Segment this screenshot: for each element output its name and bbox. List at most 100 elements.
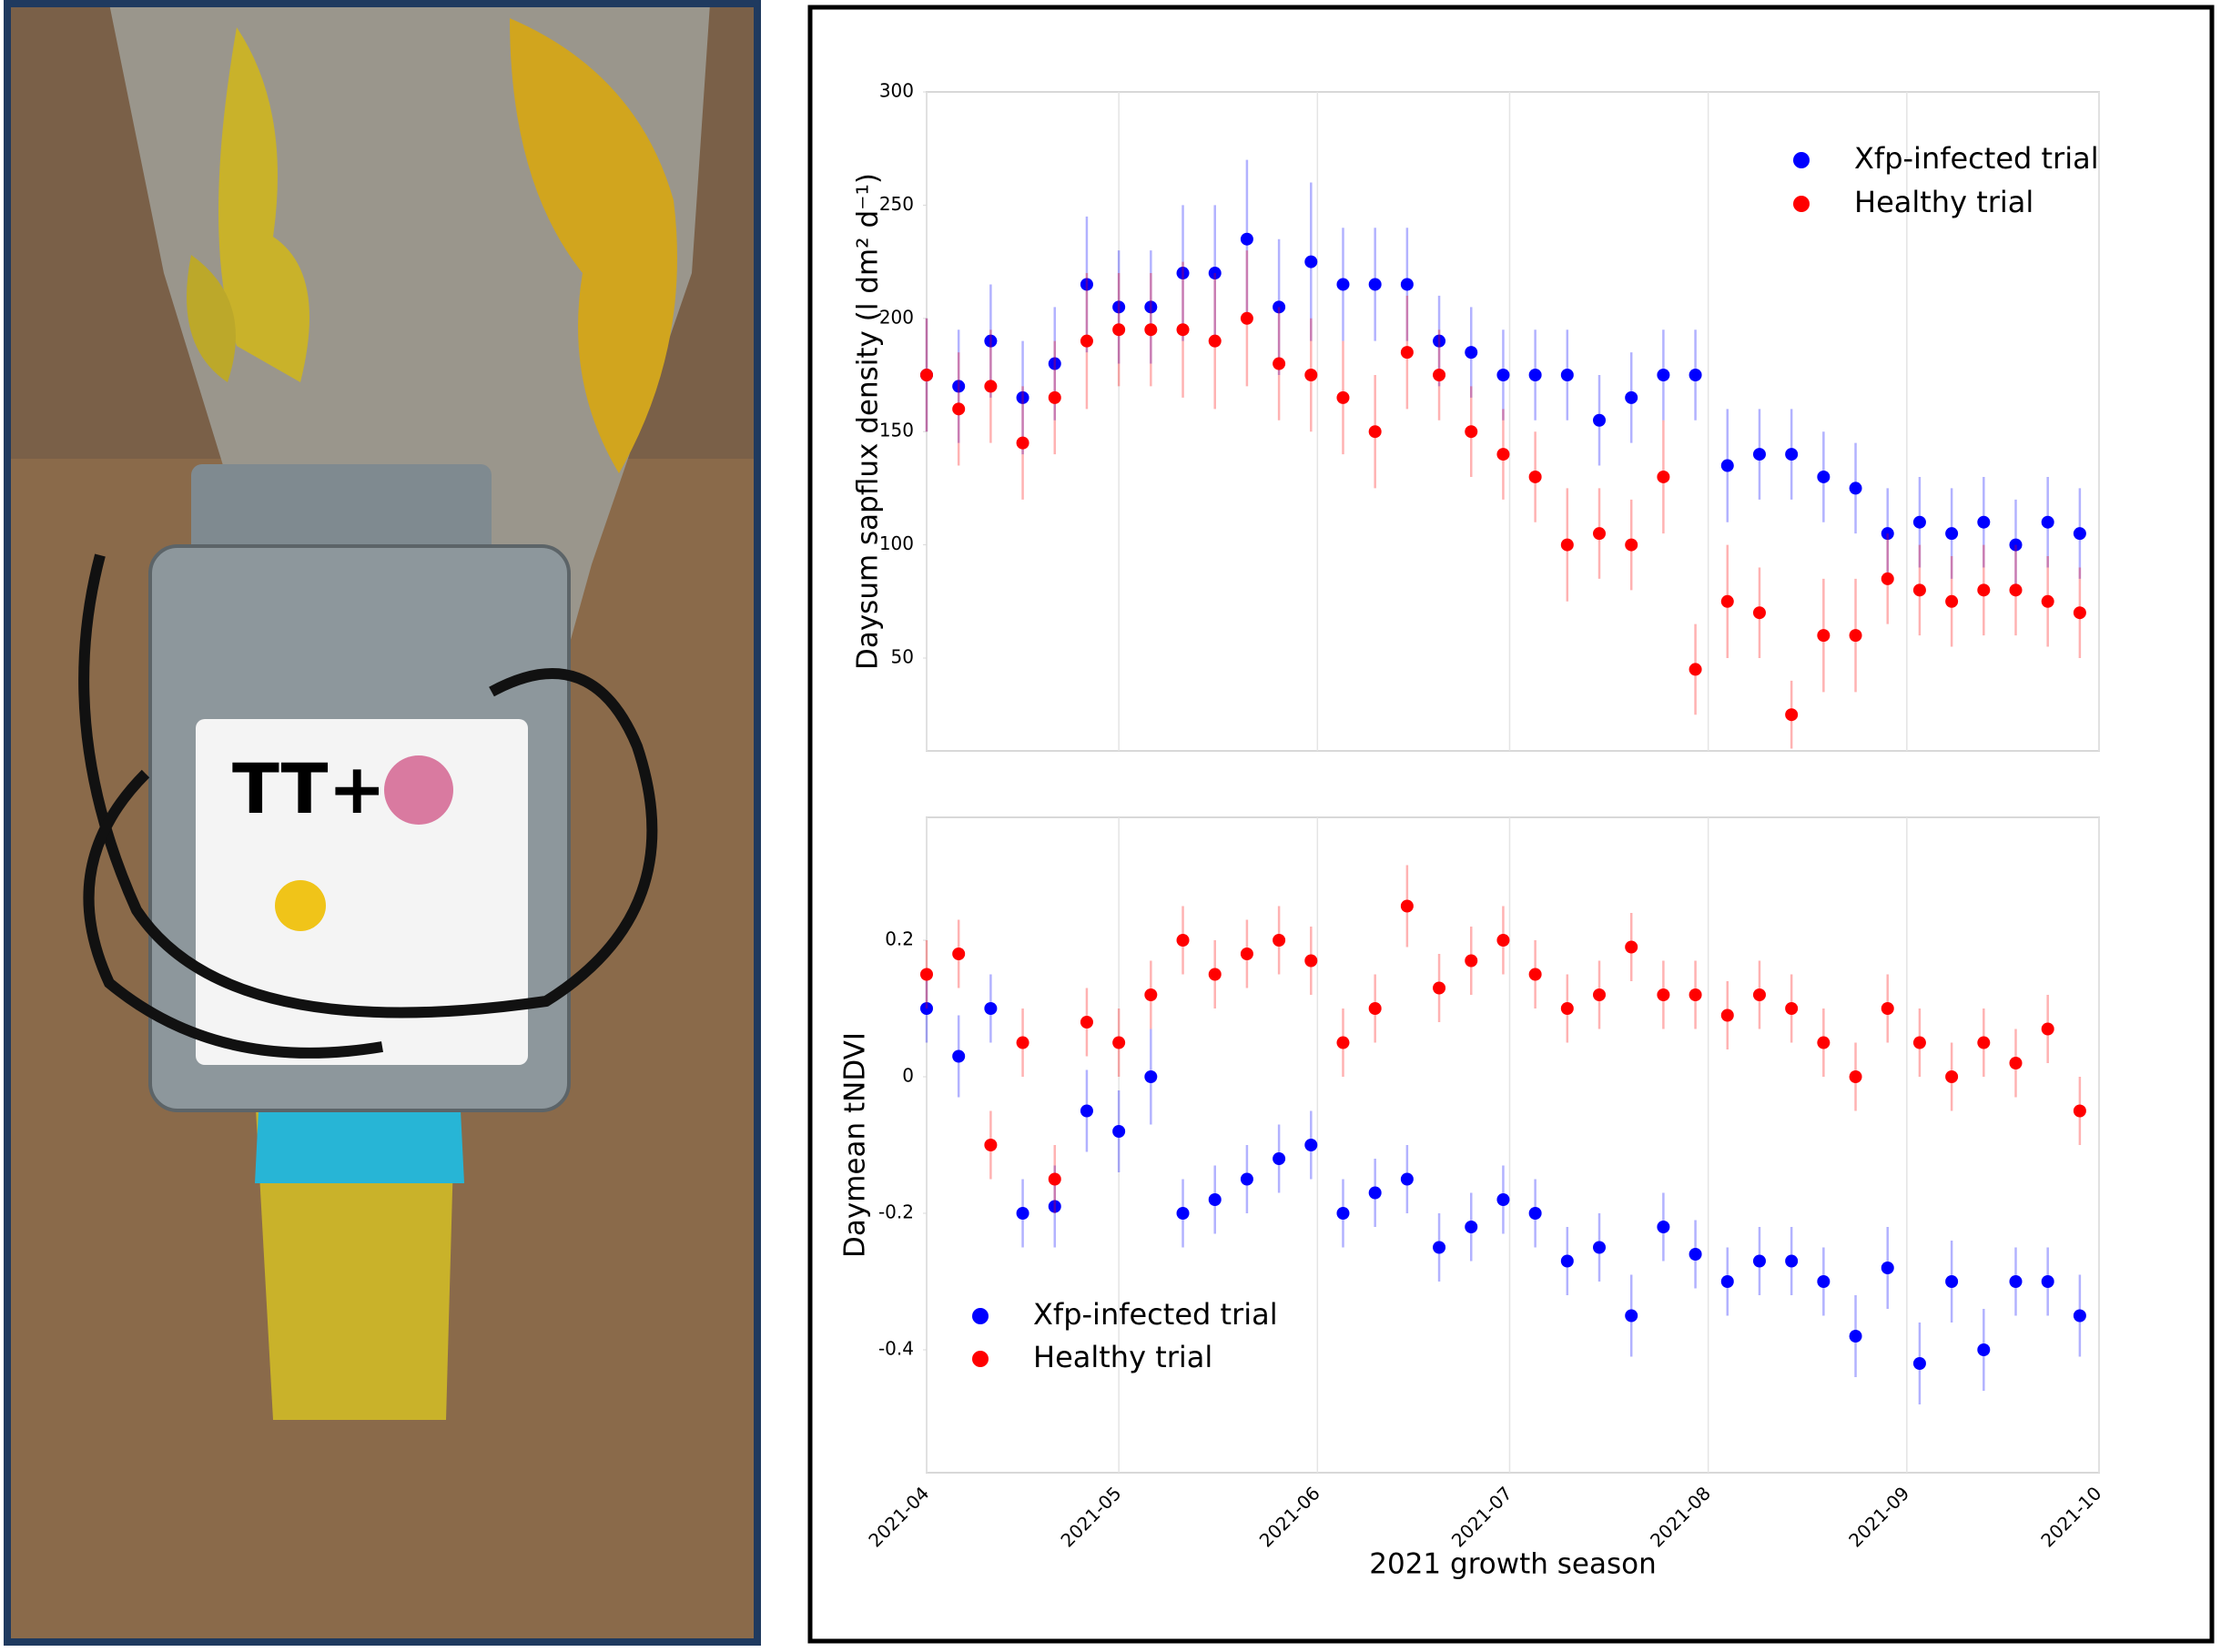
point	[1849, 629, 1862, 643]
point	[1912, 515, 1926, 529]
point	[1176, 934, 1190, 947]
point	[1080, 1016, 1093, 1029]
point	[1208, 968, 1222, 981]
point	[1048, 390, 1061, 404]
point	[2009, 538, 2023, 552]
point	[1016, 436, 1029, 450]
point	[1817, 629, 1831, 643]
point	[1720, 459, 1734, 472]
point	[1368, 1002, 1382, 1015]
point	[1048, 1172, 1061, 1186]
point	[1881, 527, 1894, 541]
point	[1465, 954, 1478, 968]
x-tick-label: 2021-08	[1646, 1482, 1715, 1551]
point	[1945, 1070, 1959, 1083]
point	[2041, 1022, 2054, 1036]
point	[1144, 300, 1158, 314]
point	[1016, 1036, 1029, 1049]
point	[1752, 606, 1766, 620]
cable	[83, 769, 383, 1059]
point	[1465, 425, 1478, 439]
point	[1433, 334, 1446, 348]
point	[1720, 594, 1734, 608]
point	[1304, 954, 1318, 968]
point	[1240, 232, 1253, 246]
photo-frame	[4, 0, 761, 1646]
point	[1977, 1343, 1991, 1356]
point	[1849, 1330, 1862, 1343]
point	[1817, 1275, 1831, 1288]
point	[1176, 267, 1190, 280]
point	[1208, 334, 1222, 348]
plot-area	[926, 816, 2100, 1474]
legend-marker	[972, 1308, 989, 1324]
lichen	[187, 255, 236, 382]
point	[1528, 470, 1542, 483]
point	[2009, 1275, 2023, 1288]
point	[952, 1049, 966, 1063]
legend-label: Xfp-infected trial	[1854, 141, 2099, 176]
point	[1112, 323, 1126, 337]
point	[1433, 981, 1446, 995]
point	[1465, 1221, 1478, 1233]
point	[2073, 527, 2086, 541]
point	[1912, 1036, 1926, 1049]
y-tick-label: -0.2	[878, 1201, 914, 1223]
point	[1817, 470, 1831, 483]
cable	[78, 553, 658, 1019]
point	[1977, 515, 1991, 529]
y-tick-label: 150	[879, 420, 914, 441]
point	[1785, 708, 1799, 722]
point	[1048, 1200, 1061, 1213]
point	[1208, 1193, 1222, 1206]
point	[1240, 948, 1253, 960]
point	[1785, 448, 1799, 461]
point	[1080, 334, 1093, 348]
point	[1593, 413, 1607, 427]
point	[1912, 583, 1926, 597]
legend-marker	[1793, 152, 1810, 168]
y-tick-label: 0	[902, 1065, 914, 1087]
point	[1752, 1254, 1766, 1268]
point	[1176, 1207, 1190, 1220]
point	[1625, 538, 1638, 552]
point	[984, 334, 998, 348]
point	[1593, 527, 1607, 541]
lichen	[510, 18, 677, 473]
point	[1400, 278, 1414, 291]
point	[1977, 1036, 1991, 1049]
point	[2041, 515, 2054, 529]
point	[1433, 1241, 1446, 1254]
point	[1400, 346, 1414, 360]
point	[1208, 267, 1222, 280]
point	[1144, 1070, 1158, 1083]
point	[920, 1002, 933, 1015]
point	[1528, 968, 1542, 981]
point	[1144, 988, 1158, 1001]
point	[1112, 1036, 1126, 1049]
point	[1881, 572, 1894, 585]
point	[1657, 470, 1670, 483]
point	[1625, 1309, 1638, 1323]
point	[920, 368, 933, 381]
point	[1752, 988, 1766, 1001]
point	[1560, 1254, 1574, 1268]
point	[1433, 368, 1446, 381]
point	[1945, 594, 1959, 608]
point	[1657, 988, 1670, 1001]
y-tick-label: -0.4	[878, 1338, 914, 1360]
legend-label: Xfp-infected trial	[1033, 1297, 1278, 1332]
point	[1817, 1036, 1831, 1049]
point	[1657, 1221, 1670, 1233]
point	[984, 380, 998, 393]
point	[1336, 390, 1350, 404]
point	[1400, 899, 1414, 913]
point	[1273, 357, 1286, 370]
y-tick-label: 0.2	[885, 928, 914, 950]
point	[1689, 1248, 1702, 1261]
point	[1752, 448, 1766, 461]
point	[1368, 278, 1382, 291]
point	[2073, 606, 2086, 620]
point	[1368, 425, 1382, 439]
